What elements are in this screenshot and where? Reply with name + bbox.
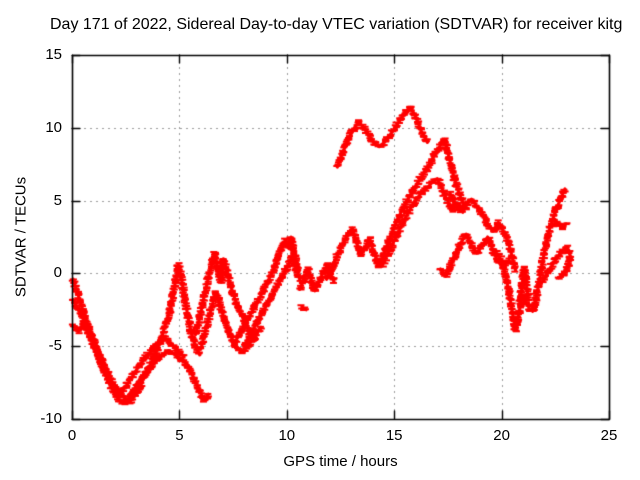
y-tick-label: 5 — [53, 191, 62, 209]
x-tick-label: 0 — [67, 427, 77, 444]
x-tick-label: 15 — [385, 427, 403, 444]
x-tick-label: 10 — [278, 427, 296, 444]
y-tick-label: -5 — [48, 337, 62, 355]
y-tick-label: 10 — [45, 118, 62, 136]
x-tick-label: 20 — [493, 427, 510, 444]
y-tick-label: 15 — [45, 46, 62, 63]
y-tick-label: 0 — [53, 264, 62, 282]
chart-title: Day 171 of 2022, Sidereal Day-to-day VTE… — [50, 16, 623, 33]
x-tick-label: 5 — [175, 427, 184, 444]
x-tick-label: 25 — [600, 427, 618, 444]
y-tick-label: -10 — [40, 410, 62, 427]
x-axis-label: GPS time / hours — [283, 453, 398, 470]
